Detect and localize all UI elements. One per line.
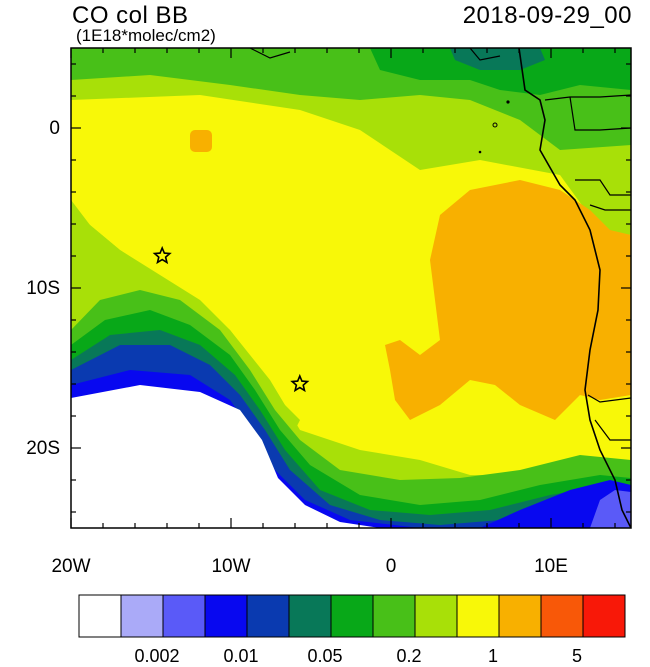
- island-1: [506, 100, 510, 104]
- border-7: [469, 48, 501, 61]
- marker-layer: [152, 245, 310, 393]
- island-3: [478, 150, 482, 154]
- units-label: (1E18*molec/cm2): [76, 26, 216, 45]
- field-orange-area: [385, 180, 631, 420]
- colorbar-box-6: [330, 594, 374, 638]
- colorbar-label-2: 0.05: [307, 646, 343, 666]
- colorbar-box-9: [456, 594, 500, 638]
- colorbar-box-12: [582, 594, 626, 638]
- colorbar-box-5: [288, 594, 332, 638]
- colorbar-label-5: 5: [571, 646, 582, 666]
- colorbar-box-0: [78, 594, 122, 638]
- colorbar-box-1: [120, 594, 164, 638]
- map-title: CO col BB: [72, 2, 189, 29]
- field-north-darkgreen: [370, 48, 631, 95]
- border-4: [589, 204, 631, 211]
- colorbar-label-1: 0.01: [223, 646, 259, 666]
- colorbar-label-4: 1: [487, 646, 498, 666]
- coastline: [518, 48, 631, 528]
- border-1: [544, 94, 631, 101]
- lon-label-10e: 10E: [534, 556, 568, 577]
- star-marker-1: [152, 245, 172, 265]
- lon-label-0: 0: [385, 556, 397, 577]
- field-orange-spot: [190, 130, 212, 152]
- map-field: [71, 48, 631, 528]
- island-2: [492, 122, 498, 128]
- colorbar-label-0: 0.002: [134, 646, 180, 666]
- colorbar-box-2: [162, 594, 206, 638]
- colorbar-box-8: [414, 594, 458, 638]
- lat-label-0: 0: [49, 118, 60, 139]
- colorbar-box-7: [372, 594, 416, 638]
- axis-ticks: [70, 48, 631, 528]
- colorbar-box-11: [540, 594, 584, 638]
- colorbar-box-10: [498, 594, 542, 638]
- star-marker-2: [290, 373, 310, 393]
- border-3: [575, 179, 631, 196]
- border-5: [587, 394, 631, 403]
- lon-label-10w: 10W: [211, 556, 251, 577]
- field-lightblue-east: [590, 490, 631, 528]
- datetime-label: 2018-09-29_00: [462, 2, 632, 29]
- colorbar: [78, 594, 626, 638]
- colorbar-box-4: [246, 594, 290, 638]
- lon-label-20w: 20W: [51, 556, 91, 577]
- border-8: [249, 48, 291, 59]
- colorbar-label-3: 0.2: [396, 646, 422, 666]
- lat-label-20s: 20S: [26, 438, 60, 459]
- border-2: [569, 96, 631, 131]
- field-white-region: [71, 385, 380, 528]
- lat-label-10s: 10S: [26, 278, 60, 299]
- field-south-blue-east: [480, 480, 631, 528]
- colorbar-box-3: [204, 594, 248, 638]
- border-6: [594, 419, 631, 441]
